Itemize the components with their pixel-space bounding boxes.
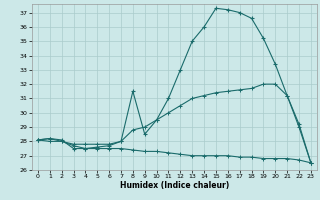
X-axis label: Humidex (Indice chaleur): Humidex (Indice chaleur) (120, 181, 229, 190)
